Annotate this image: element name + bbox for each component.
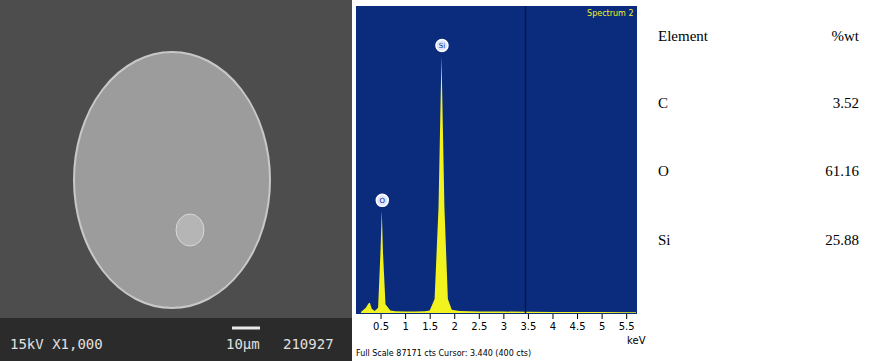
svg-text:4.5: 4.5 bbox=[570, 321, 586, 332]
html-text:Element: Element bbox=[658, 28, 708, 44]
svg-text:keV: keV bbox=[627, 335, 646, 346]
svg-text:3.5: 3.5 bbox=[520, 321, 536, 332]
svg-text:4: 4 bbox=[550, 321, 556, 332]
svg-text:3: 3 bbox=[501, 321, 507, 332]
html-text:%wt: %wt bbox=[831, 28, 859, 44]
html-text:Full Scale 87171 cts Cursor: 3: Full Scale 87171 cts Cursor: 3.440 (400 … bbox=[356, 349, 532, 358]
html-text:25.88: 25.88 bbox=[825, 232, 859, 248]
svg-text:10μm: 10μm bbox=[226, 336, 260, 352]
svg-text:1.5: 1.5 bbox=[422, 321, 438, 332]
svg-text:0.5: 0.5 bbox=[373, 321, 389, 332]
html-text:3.52: 3.52 bbox=[832, 95, 859, 111]
svg-text:O: O bbox=[380, 197, 386, 205]
svg-text:5: 5 bbox=[599, 321, 605, 332]
svg-text:210927: 210927 bbox=[283, 336, 334, 352]
svg-text:5.5: 5.5 bbox=[619, 321, 635, 332]
svg-text:2.5: 2.5 bbox=[471, 321, 487, 332]
svg-text:1: 1 bbox=[402, 321, 408, 332]
html-text:Si: Si bbox=[658, 232, 671, 248]
svg-text:15kV X1,000: 15kV X1,000 bbox=[10, 336, 103, 352]
svg-text:2: 2 bbox=[452, 321, 458, 332]
html-text:O: O bbox=[658, 163, 669, 179]
svg-text:Si: Si bbox=[439, 42, 445, 50]
html-text:C: C bbox=[658, 95, 668, 111]
svg-text:Spectrum 2: Spectrum 2 bbox=[587, 9, 633, 18]
html-text:61.16: 61.16 bbox=[825, 163, 859, 179]
